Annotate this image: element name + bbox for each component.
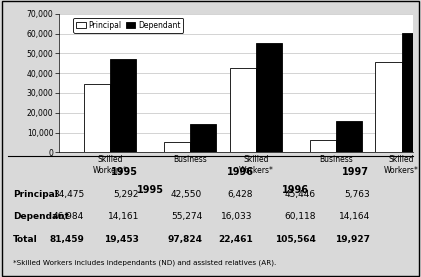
Bar xyxy=(336,120,362,152)
Text: 14,161: 14,161 xyxy=(107,212,139,221)
Text: 97,824: 97,824 xyxy=(167,235,202,243)
Text: 1996: 1996 xyxy=(226,167,253,177)
Bar xyxy=(190,124,216,152)
Bar xyxy=(229,68,256,152)
Text: 1995: 1995 xyxy=(136,185,164,195)
Text: 105,564: 105,564 xyxy=(275,235,316,243)
Text: 42,550: 42,550 xyxy=(171,190,202,199)
Text: 81,459: 81,459 xyxy=(49,235,84,243)
Bar xyxy=(402,34,421,152)
Text: 19,927: 19,927 xyxy=(336,235,370,243)
Text: 1997: 1997 xyxy=(342,167,369,177)
Text: 1996: 1996 xyxy=(282,185,309,195)
Text: 46,984: 46,984 xyxy=(53,212,84,221)
Text: 14,164: 14,164 xyxy=(339,212,370,221)
Bar xyxy=(110,59,136,152)
Text: 34,475: 34,475 xyxy=(53,190,84,199)
Bar xyxy=(256,43,282,152)
Text: 19,453: 19,453 xyxy=(104,235,139,243)
Text: Dependant: Dependant xyxy=(13,212,69,221)
Text: Principal: Principal xyxy=(13,190,58,199)
Text: 45,446: 45,446 xyxy=(285,190,316,199)
Bar xyxy=(376,62,402,152)
Text: 60,118: 60,118 xyxy=(284,212,316,221)
Text: 16,033: 16,033 xyxy=(221,212,253,221)
Legend: Principal, Dependant: Principal, Dependant xyxy=(73,18,184,33)
Text: 5,292: 5,292 xyxy=(113,190,139,199)
Text: 55,274: 55,274 xyxy=(171,212,202,221)
Text: 22,461: 22,461 xyxy=(218,235,253,243)
Bar xyxy=(84,84,110,152)
Bar xyxy=(310,140,336,152)
Bar xyxy=(164,142,190,152)
Text: 1995: 1995 xyxy=(111,167,138,177)
Text: *Skilled Workers includes independants (ND) and assisted relatives (AR).: *Skilled Workers includes independants (… xyxy=(13,260,276,266)
Text: 6,428: 6,428 xyxy=(227,190,253,199)
Text: Total: Total xyxy=(13,235,37,243)
Text: 5,763: 5,763 xyxy=(345,190,370,199)
